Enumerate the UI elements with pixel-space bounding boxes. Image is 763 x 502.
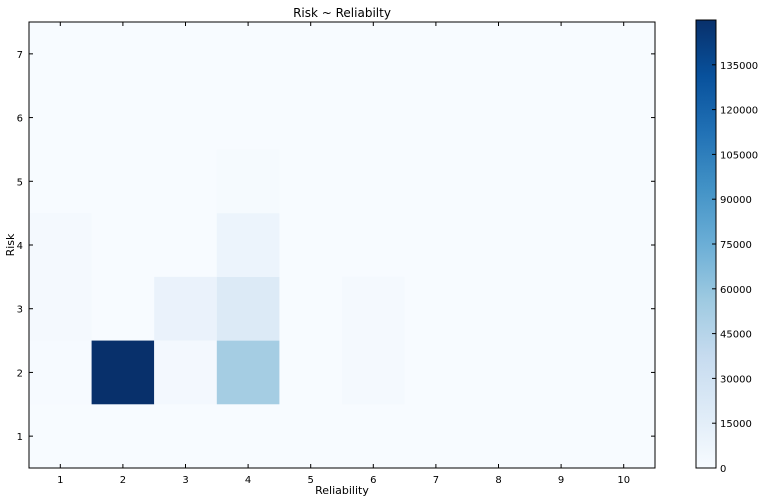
- y-tick-label: 6: [17, 114, 23, 125]
- x-tick-label: 3: [182, 475, 188, 486]
- x-tick-label: 5: [308, 475, 314, 486]
- colorbar-tick-label: 120000: [720, 106, 758, 117]
- heatmap-cell: [91, 340, 155, 405]
- x-tick-label: 7: [433, 475, 439, 486]
- x-tick-label: 2: [120, 475, 126, 486]
- x-tick-label: 9: [558, 475, 564, 486]
- x-tick-label: 8: [495, 475, 501, 486]
- x-axis-label: Reliability: [315, 484, 369, 497]
- colorbar-tick-label: 15000: [720, 419, 752, 430]
- heatmap-cell: [216, 213, 280, 277]
- heatmap-cell: [342, 340, 405, 405]
- y-tick-label: 2: [17, 368, 23, 379]
- colorbar-tick-label: 30000: [720, 374, 752, 385]
- colorbar-tick-label: 105000: [720, 150, 758, 161]
- y-tick-label: 3: [17, 305, 23, 316]
- colorbar-tick-label: 0: [720, 464, 726, 475]
- colorbar-tick-label: 60000: [720, 285, 752, 296]
- heatmap-cell: [216, 276, 280, 341]
- y-tick-label: 1: [17, 432, 23, 443]
- x-tick-label: 4: [245, 475, 251, 486]
- colorbar-tick-label: 75000: [720, 240, 752, 251]
- colorbar-tick-label: 45000: [720, 330, 752, 341]
- colorbar-tick-label: 90000: [720, 195, 752, 206]
- heatmap-cell: [154, 276, 217, 341]
- y-tick-label: 7: [17, 50, 23, 61]
- colorbar-tick-label: 135000: [720, 61, 758, 72]
- y-axis-label: Risk: [4, 233, 17, 256]
- x-tick-label: 10: [617, 475, 630, 486]
- heatmap-cell: [29, 213, 92, 277]
- y-tick-label: 5: [17, 177, 23, 188]
- heatmap-cell: [216, 149, 280, 214]
- heatmap-cell: [29, 276, 92, 341]
- x-tick-label: 6: [370, 475, 376, 486]
- chart-title: Risk ~ Reliabilty: [293, 6, 391, 20]
- heatmap-cell: [154, 340, 217, 405]
- heatmap-cell: [342, 276, 405, 341]
- x-tick-label: 1: [57, 475, 63, 486]
- y-tick-label: 4: [17, 241, 23, 252]
- heatmap-cell: [29, 340, 92, 405]
- heatmap-cell: [216, 340, 280, 405]
